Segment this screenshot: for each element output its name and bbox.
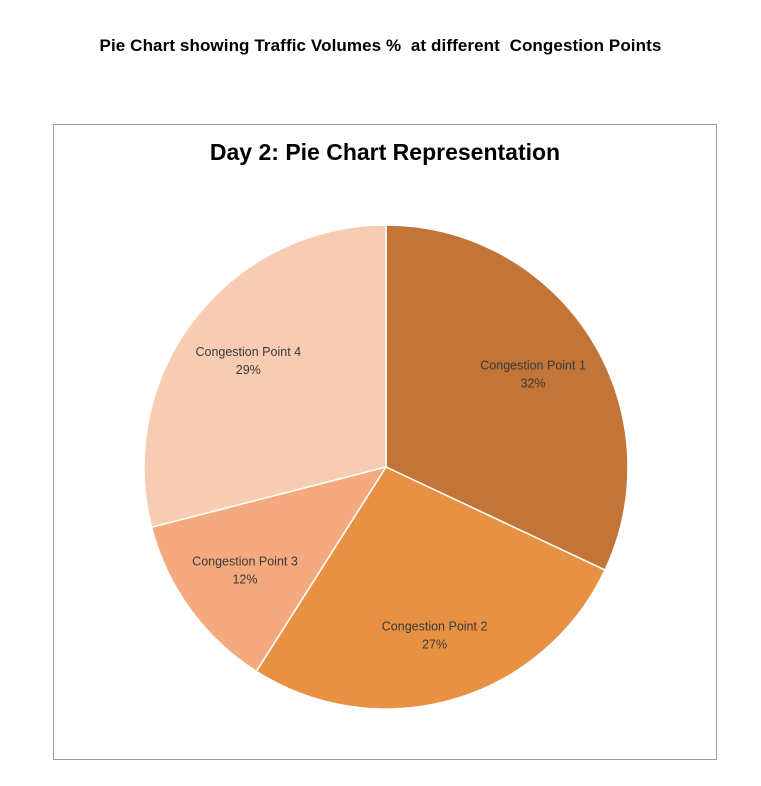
chart-area: Day 2: Pie Chart Representation Congesti… — [53, 124, 717, 760]
slice-label-1: Congestion Point 1 — [480, 359, 586, 373]
pie-slice-2 — [255, 466, 606, 710]
slice-percent-4: 29% — [236, 363, 261, 377]
slice-percent-3: 12% — [232, 572, 257, 586]
chart-title: Day 2: Pie Chart Representation — [209, 139, 561, 165]
slice-label-3: Congestion Point 3 — [192, 554, 298, 568]
pie-slice-3 — [150, 465, 388, 673]
pie-slice-1 — [385, 224, 629, 572]
slice-label-4: Congestion Point 4 — [195, 345, 301, 359]
slice-label-2: Congestion Point 2 — [382, 619, 488, 633]
page-heading: Pie Chart showing Traffic Volumes % at d… — [99, 36, 662, 55]
pie-slice-4 — [143, 224, 387, 529]
pie-chart: Congestion Point 1 32% Congestion Point 2 2… — [143, 224, 629, 710]
slice-percent-1: 32% — [521, 377, 546, 391]
slice-percent-2: 27% — [422, 637, 447, 651]
